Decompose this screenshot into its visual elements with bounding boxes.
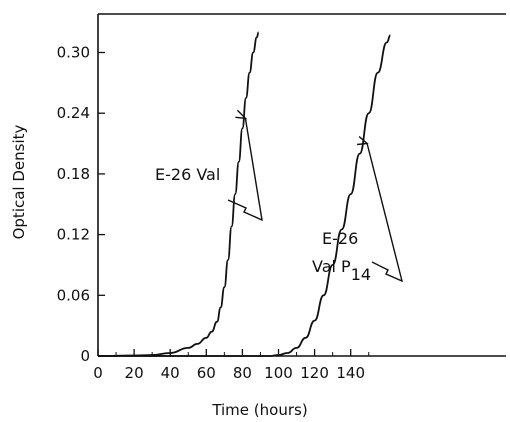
annotations: E-26 Val E-26 Val P14: [155, 109, 404, 284]
series-line-2: [98, 34, 391, 357]
y-tick-label: 0.24: [57, 104, 90, 122]
x-tick-label: 100: [264, 364, 293, 382]
y-tick-label: 0.12: [57, 226, 90, 244]
annotation-label-2-line1: E-26: [322, 229, 358, 248]
annotation-label-2-line2: Val P14: [312, 257, 371, 284]
x-tick-label: 0: [93, 364, 103, 382]
x-tick-label: 120: [300, 364, 329, 382]
annotation-arrowhead-1: [235, 109, 248, 120]
y-tick-label: 0: [80, 347, 90, 365]
series-line-1: [97, 31, 260, 357]
x-tick-label: 140: [336, 364, 365, 382]
axes: [97, 13, 506, 357]
y-tick-label: 0.06: [57, 286, 90, 304]
x-tick-label: 40: [161, 364, 180, 382]
tick-marks: 0 20 40 60 80 100 120 140 0 0.06 0.12 0.18 0.24 0.30: [57, 44, 370, 382]
y-axis-label: Optical Density: [10, 124, 28, 239]
x-tick-label: 60: [197, 364, 216, 382]
x-tick-label: 80: [233, 364, 252, 382]
annotation-arrow-1: [227, 118, 263, 222]
x-axis-label: Time (hours): [211, 401, 307, 419]
annotation-arrow-2: [366, 143, 404, 283]
annotation-label-1: E-26 Val: [155, 165, 220, 184]
y-tick-label: 0.30: [57, 44, 90, 62]
annotation-subscript: 14: [351, 265, 371, 284]
y-tick-label: 0.18: [57, 165, 90, 183]
annotation-arrowhead-2: [357, 135, 369, 146]
x-tick-label: 20: [125, 364, 144, 382]
series-lines: [97, 31, 391, 357]
